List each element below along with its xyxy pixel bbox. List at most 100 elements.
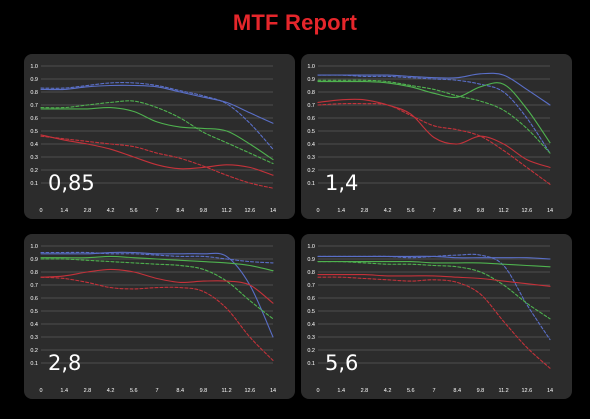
y-tick-label: 0.1 — [30, 361, 38, 367]
mtf-chart-1-4: 0.1 0.2 0.3 0.4 0.5 0.6 0.7 0.8 0.9 1.0 0 1.4 2.8 4.2… — [307, 64, 553, 214]
series-line-blue-dashed — [317, 253, 551, 341]
y-tick-label: 0.6 — [307, 116, 315, 122]
y-tick-label: 0.4 — [307, 142, 315, 148]
y-tick-label: 0.8 — [307, 90, 315, 96]
x-tick-label: 1.4 — [337, 208, 345, 214]
y-tick-label: 0.2 — [30, 348, 38, 354]
y-tick-label: 0.3 — [307, 155, 315, 161]
y-tick-label: 0.4 — [30, 142, 38, 148]
y-tick-label: 0.3 — [30, 335, 38, 341]
x-tick-label: 1.4 — [337, 388, 345, 394]
x-tick-label: 0 — [316, 388, 319, 394]
x-tick-label: 5.6 — [407, 388, 415, 394]
x-tick-label: 9.8 — [200, 388, 208, 394]
x-tick-label: 7 — [155, 388, 158, 394]
y-tick-label: 0.2 — [307, 168, 315, 174]
x-tick-label: 5.6 — [130, 208, 138, 214]
mtf-panel-5-6: 0.1 0.2 0.3 0.4 0.5 0.6 0.7 0.8 0.9 1.0 0 1.4 2.8 4.2… — [301, 234, 572, 399]
report-title: MTF Report — [232, 10, 358, 35]
series-line-blue-solid — [40, 251, 274, 338]
y-tick-label: 0.9 — [30, 257, 38, 263]
y-tick-label: 0.6 — [30, 116, 38, 122]
aperture-label: 2,8 — [48, 351, 82, 375]
y-tick-label: 1.0 — [30, 244, 38, 250]
y-tick-label: 1.0 — [307, 244, 315, 250]
x-tick-label: 8.4 — [453, 388, 461, 394]
y-tick-label: 0.6 — [307, 296, 315, 302]
x-tick-label: 14 — [270, 388, 276, 394]
series-line-red-dashed — [317, 103, 551, 185]
mtf-panel-1-4: 0.1 0.2 0.3 0.4 0.5 0.6 0.7 0.8 0.9 1.0 0 1.4 2.8 4.2… — [301, 54, 572, 219]
y-tick-label: 0.5 — [30, 309, 38, 315]
x-tick-label: 11.2 — [221, 208, 231, 214]
series-line-blue-solid — [40, 84, 274, 124]
y-tick-label: 0.1 — [30, 181, 38, 187]
series-line-green-dashed — [40, 100, 274, 165]
series-line-red-dashed — [317, 276, 551, 369]
series-line-blue-dashed — [40, 82, 274, 150]
y-tick-label: 0.8 — [30, 270, 38, 276]
x-tick-label: 5.6 — [407, 208, 415, 214]
y-tick-label: 0.7 — [30, 103, 38, 109]
y-tick-label: 0.5 — [307, 309, 315, 315]
y-tick-label: 0.2 — [307, 348, 315, 354]
series-line-red-solid — [317, 98, 551, 168]
y-tick-label: 0.4 — [307, 322, 315, 328]
x-tick-label: 2.8 — [361, 208, 369, 214]
x-tick-label: 8.4 — [176, 388, 184, 394]
x-tick-label: 8.4 — [453, 208, 461, 214]
y-tick-label: 0.8 — [30, 90, 38, 96]
series-line-green-solid — [317, 80, 551, 144]
x-tick-label: 0 — [39, 208, 42, 214]
x-tick-label: 4.2 — [384, 388, 392, 394]
x-tick-label: 7 — [155, 208, 158, 214]
x-tick-label: 4.2 — [107, 388, 115, 394]
x-tick-label: 1.4 — [60, 388, 68, 394]
series-line-green-dashed — [317, 79, 551, 154]
x-tick-label: 11.2 — [498, 388, 508, 394]
y-tick-label: 0.5 — [307, 129, 315, 135]
x-tick-label: 2.8 — [84, 388, 92, 394]
series-line-red-dashed — [40, 276, 274, 361]
y-tick-label: 0.4 — [30, 322, 38, 328]
x-tick-label: 11.2 — [498, 208, 508, 214]
y-tick-label: 0.9 — [307, 257, 315, 263]
x-tick-label: 5.6 — [130, 388, 138, 394]
x-tick-label: 14 — [547, 208, 553, 214]
x-tick-label: 2.8 — [84, 208, 92, 214]
x-tick-label: 9.8 — [200, 208, 208, 214]
x-tick-label: 7 — [432, 388, 435, 394]
y-tick-label: 0.7 — [307, 103, 315, 109]
series-line-red-dashed — [40, 135, 274, 189]
y-tick-label: 0.2 — [30, 168, 38, 174]
aperture-label: 5,6 — [325, 351, 359, 375]
y-tick-label: 1.0 — [307, 64, 315, 70]
series-line-green-dashed — [40, 258, 274, 320]
aperture-label: 0,85 — [48, 171, 95, 195]
series-line-green-solid — [40, 106, 274, 161]
x-tick-label: 11.2 — [221, 388, 231, 394]
y-tick-label: 0.6 — [30, 296, 38, 302]
y-tick-label: 0.3 — [307, 335, 315, 341]
y-tick-label: 0.9 — [307, 77, 315, 83]
y-tick-label: 0.9 — [30, 77, 38, 83]
y-tick-label: 0.5 — [30, 129, 38, 135]
y-tick-label: 0.3 — [30, 155, 38, 161]
series-line-green-solid — [40, 255, 274, 272]
y-tick-label: 1.0 — [30, 64, 38, 70]
series-line-red-solid — [40, 134, 274, 176]
mtf-chart-5-6: 0.1 0.2 0.3 0.4 0.5 0.6 0.7 0.8 0.9 1.0 0 1.4 2.8 4.2… — [307, 244, 553, 394]
x-tick-label: 2.8 — [361, 388, 369, 394]
x-tick-label: 9.8 — [477, 208, 485, 214]
mtf-panel-2-8: 0.1 0.2 0.3 0.4 0.5 0.6 0.7 0.8 0.9 1.0 0 1.4 2.8 4.2… — [24, 234, 295, 399]
x-tick-label: 4.2 — [107, 208, 115, 214]
x-tick-label: 8.4 — [176, 208, 184, 214]
x-tick-label: 14 — [547, 388, 553, 394]
x-tick-label: 1.4 — [60, 208, 68, 214]
x-tick-label: 0 — [316, 208, 319, 214]
x-tick-label: 4.2 — [384, 208, 392, 214]
x-tick-label: 7 — [432, 208, 435, 214]
y-tick-label: 0.1 — [307, 361, 315, 367]
series-line-red-solid — [317, 273, 551, 287]
series-line-blue-solid — [317, 72, 551, 106]
